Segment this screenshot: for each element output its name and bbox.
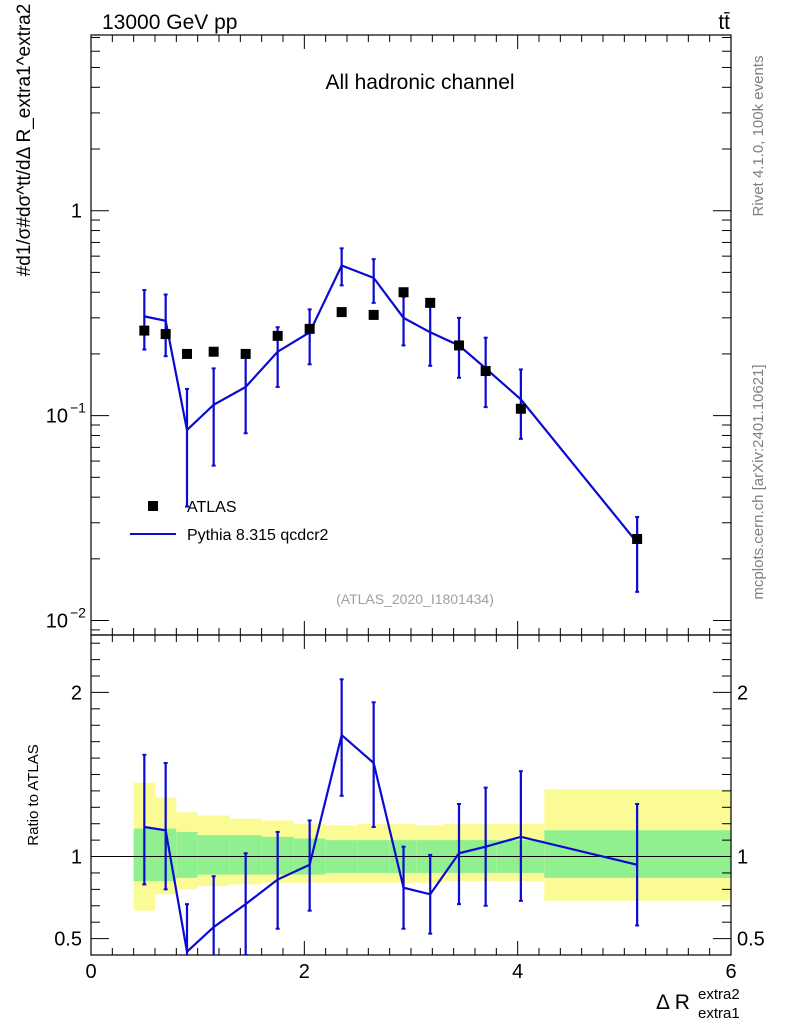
x-tick-label: 0 xyxy=(85,961,96,983)
y-main-tick-label: 10 xyxy=(46,406,68,428)
y-ratio-tick-label-right: 1 xyxy=(737,847,748,869)
legend-atlas-marker xyxy=(148,501,158,511)
rivet-version-label: Rivet 4.1.0, 100k events xyxy=(750,56,767,217)
y-ratio-tick-label: 2 xyxy=(71,682,82,704)
y-ratio-tick-label-right: 2 xyxy=(737,682,748,704)
atlas-data-point xyxy=(480,366,491,377)
main-series xyxy=(139,247,643,593)
atlas-data-point xyxy=(304,323,315,334)
y-main-tick-exponent: −1 xyxy=(70,400,86,416)
y-main-tick-label: 10 xyxy=(46,611,68,633)
x-axis-label-subscript: extra1 xyxy=(698,1005,740,1022)
y-ratio-tick-label: 0.5 xyxy=(54,929,82,951)
legend: ATLAS Pythia 8.315 qcdcr2 xyxy=(130,499,329,544)
x-tick-label: 6 xyxy=(725,961,736,983)
x-tick-label: 2 xyxy=(299,961,310,983)
chart-marks xyxy=(139,247,643,955)
y-axis-label-ratio: Ratio to ATLAS xyxy=(25,744,42,845)
y-ratio-tick-label-right: 0.5 xyxy=(737,929,765,951)
atlas-data-point xyxy=(208,346,219,357)
main-plot-frame xyxy=(90,34,732,636)
atlas-data-point xyxy=(454,340,464,351)
y-axis-label-main: #d1/σ#dσ^tt/dΔ R_extra1^extra2 xyxy=(14,4,35,277)
atlas-data-point xyxy=(425,297,436,308)
x-axis-label: Δ R xyxy=(656,991,690,1014)
analysis-id: (ATLAS_2020_I1801434) xyxy=(336,591,494,607)
y-main-tick-exponent: −2 xyxy=(70,605,86,621)
legend-mc-label: Pythia 8.315 qcdcr2 xyxy=(187,527,329,544)
atlas-data-point xyxy=(368,309,379,320)
ratio-series xyxy=(142,678,640,955)
ratio-band-inner xyxy=(176,831,198,878)
atlas-data-point xyxy=(240,348,251,359)
x-tick-label: 4 xyxy=(512,961,523,983)
atlas-data-point xyxy=(515,403,526,414)
mcplots-label: mcplots.cern.ch [arXiv:2401.10621] xyxy=(750,364,767,599)
y-main-tick-label: 1 xyxy=(71,201,82,223)
atlas-data-point xyxy=(398,287,409,298)
atlas-data-point xyxy=(632,533,643,544)
legend-atlas-label: ATLAS xyxy=(187,499,237,516)
atlas-data-point xyxy=(336,307,347,318)
process-label: tt̄ xyxy=(718,11,730,34)
atlas-data-point xyxy=(139,325,150,336)
x-axis-label-superscript: extra2 xyxy=(698,986,740,1003)
energy-label: 13000 GeV pp xyxy=(102,11,237,34)
channel-label: All hadronic channel xyxy=(325,71,514,94)
atlas-data-point xyxy=(272,330,283,341)
atlas-data-point xyxy=(182,348,192,359)
atlas-data-point xyxy=(160,329,171,340)
y-ratio-tick-label: 1 xyxy=(71,847,82,869)
ratio-band-inner xyxy=(197,835,230,875)
